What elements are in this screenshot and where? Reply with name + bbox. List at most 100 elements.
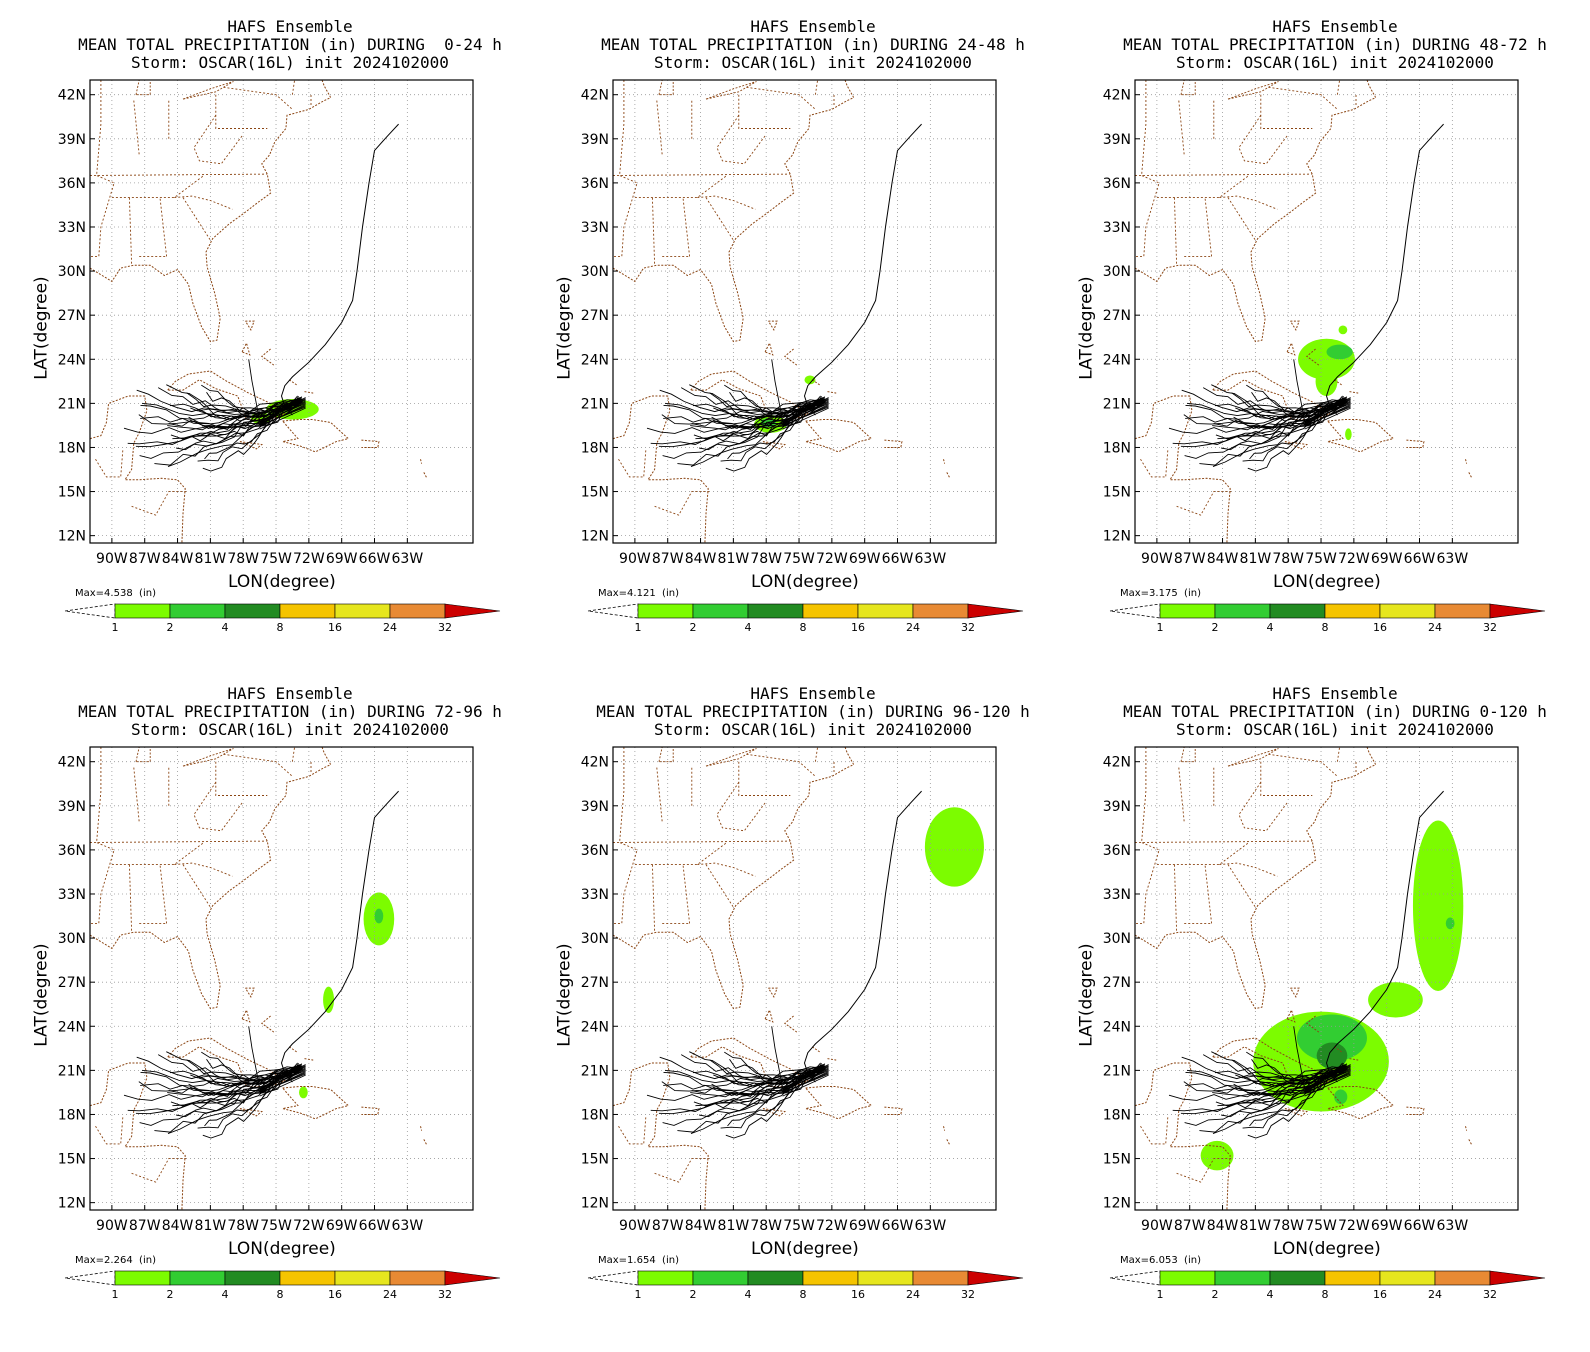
ensemble-track [680,1054,823,1081]
border-line [656,767,663,823]
coastline [1212,370,1331,420]
border-line [159,864,168,924]
ensemble-track [724,1051,822,1079]
border-line [654,1158,710,1183]
coastline [613,1062,709,1210]
lon-tick-label: 63W [392,1218,424,1234]
lat-tick-label: 42N [581,88,609,104]
colorbar-tick-label: 4 [1267,621,1274,634]
coastline [361,439,380,448]
colorbar-segment [692,1270,749,1286]
lat-tick-label: 27N [581,975,609,991]
colorbar-segment [637,1270,694,1286]
border-line [1227,864,1256,908]
lon-tick-label: 81W [718,551,750,567]
map-layer [613,80,996,543]
colorbar-segment [1324,1270,1381,1286]
border-line [613,840,791,843]
coastline [1284,441,1309,450]
border-line [133,767,140,823]
ensemble-track [1304,1066,1351,1089]
max-value: Max=2.264 (in) [75,1255,156,1266]
coastline [946,1139,951,1146]
y-axis-label: LAT(degree) [554,943,575,1047]
colorbar-segment [334,1270,391,1286]
colorbar-segment [857,603,914,619]
border-line [738,94,791,129]
coastline [1284,1108,1309,1117]
lat-tick-label: 42N [1103,755,1131,771]
coastline [1465,1126,1468,1131]
max-unit: (in) [139,1255,156,1266]
max-value-text: Max=6.053 [1120,1255,1178,1266]
border-line [182,197,211,241]
border-line [131,491,187,516]
lat-tick-label: 30N [58,264,86,280]
lat-tick-label: 33N [58,887,86,903]
colorbar-segment [1379,1270,1436,1286]
panel-title-2: MEAN TOTAL PRECIPITATION (in) DURING 48-… [1123,35,1547,54]
precip-area [804,375,816,385]
lake-shore [1180,747,1196,763]
border-line [223,753,293,777]
lon-tick-label: 75W [260,551,292,567]
max-unit: (in) [662,588,679,599]
border-line [1204,197,1213,257]
lake-shore [1180,80,1196,96]
lat-tick-label: 42N [58,88,86,104]
colorbar-segment [747,1270,804,1286]
ensemble-track [782,1069,829,1091]
lon-tick-label: 72W [293,1218,325,1234]
coastline [613,747,855,1010]
ensemble-track [248,1026,261,1089]
colorbar-tick-label: 4 [745,1288,752,1301]
coastline [690,1037,809,1087]
colorbar-high-arrow [444,1270,501,1286]
precip-map: 90W 87W 84W 81W 78W 75W 72W 69W 66W 63W 42N 39N 36N 3… [58,79,501,634]
lat-tick-label: 24N [58,1019,86,1035]
ensemble-track [711,398,826,428]
colorbar-tick-label: 32 [961,1288,975,1301]
coastline [1212,1037,1331,1087]
colorbar-tick-label: 4 [222,1288,229,1301]
ensemble-track [1185,399,1344,420]
lake-shore [1227,81,1279,100]
coastline [260,1015,275,1033]
ensemble-track [188,1065,303,1095]
colorbar-tick-label: 32 [961,621,975,634]
border-line [120,1117,124,1146]
border-line [111,842,205,866]
lat-tick-label: 18N [58,1107,86,1123]
panel-title-2: MEAN TOTAL PRECIPITATION (in) DURING 0-2… [78,35,502,54]
colorbar-tick-label: 1 [112,1288,119,1301]
colorbar-tick-label: 1 [112,621,119,634]
y-axis-label: LAT(degree) [1076,276,1097,380]
lon-tick-label: 90W [1141,551,1173,567]
border-line [128,197,133,264]
lake-shore [658,80,674,96]
border-line [697,195,756,210]
coastline [783,348,798,366]
lat-tick-label: 33N [581,887,609,903]
lat-tick-label: 24N [1103,1019,1131,1035]
precip-map: 90W 87W 84W 81W 78W 75W 72W 69W 66W 63W 42N 39N 36N 3… [581,79,1024,634]
coastline [1135,80,1377,343]
lon-tick-label: 84W [162,551,194,567]
ensemble-track [661,402,824,429]
border-line [746,753,816,777]
ensemble-track [661,1069,824,1096]
colorbar-tick-label: 24 [383,621,397,634]
ensemble-track [1293,1026,1306,1089]
precip-area [1412,820,1464,991]
border-line [634,175,728,199]
colorbar-high-arrow [1489,1270,1546,1286]
colorbar-tick-label: 8 [800,1288,807,1301]
colorbar-segment [224,603,281,619]
colorbar-tick-label: 4 [745,621,752,634]
colorbar-segment [637,603,694,619]
ensemble-track [139,398,303,459]
ensemble-track [782,407,829,430]
colorbar-tick-label: 4 [222,621,229,634]
border-line [643,450,647,479]
lake-shore [182,81,234,100]
